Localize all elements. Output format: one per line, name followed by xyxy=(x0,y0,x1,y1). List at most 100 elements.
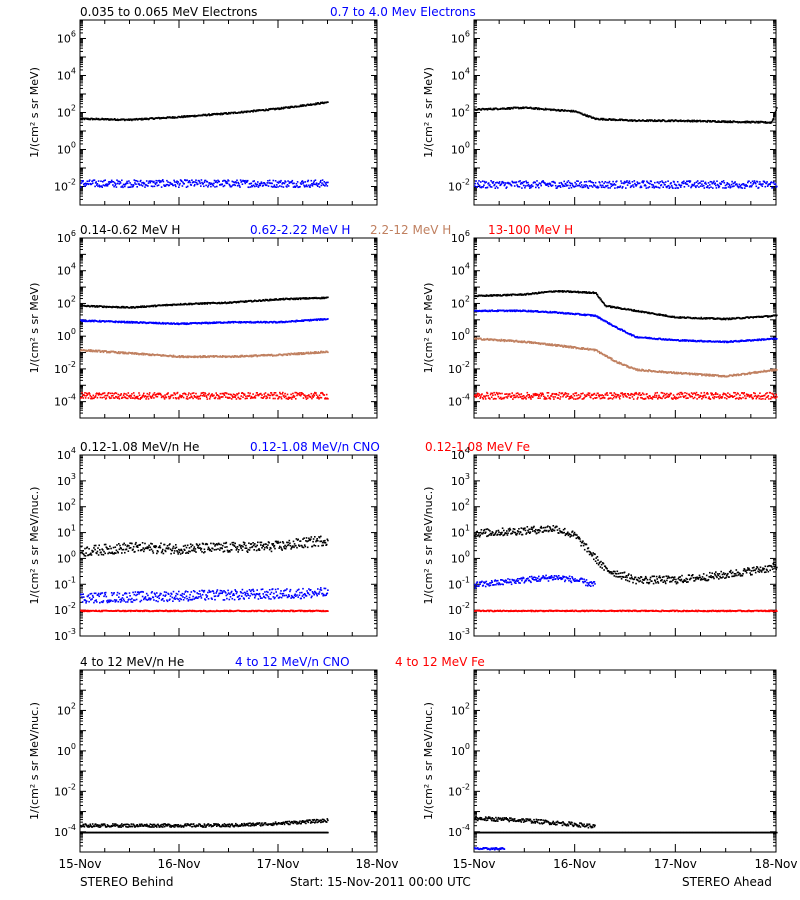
data-point xyxy=(319,319,321,321)
data-point xyxy=(186,115,188,117)
data-point xyxy=(513,309,516,311)
data-point xyxy=(289,397,292,399)
data-point xyxy=(204,393,207,395)
data-point xyxy=(211,393,213,395)
data-point xyxy=(219,113,222,116)
data-point xyxy=(185,393,187,396)
data-point xyxy=(151,185,154,188)
data-point xyxy=(492,182,494,184)
data-point xyxy=(764,185,767,188)
data-point xyxy=(720,121,722,123)
data-point xyxy=(533,293,536,295)
data-point xyxy=(90,350,92,353)
data-point xyxy=(190,395,193,397)
data-point xyxy=(296,181,299,183)
data-point xyxy=(197,396,199,398)
data-point xyxy=(672,119,674,122)
data-point xyxy=(261,394,263,396)
data-point xyxy=(496,295,498,297)
data-point xyxy=(223,184,226,187)
data-point xyxy=(479,186,481,189)
data-point xyxy=(151,395,153,398)
data-point xyxy=(484,187,487,189)
data-point xyxy=(641,181,643,183)
data-point xyxy=(237,396,239,399)
data-point xyxy=(708,187,710,189)
data-point xyxy=(477,109,479,111)
data-point xyxy=(185,179,187,182)
data-point xyxy=(776,107,778,109)
data-point xyxy=(538,186,540,189)
data-point xyxy=(279,391,281,394)
data-point xyxy=(759,181,761,183)
data-point xyxy=(584,185,587,188)
data-point xyxy=(654,119,656,121)
data-point xyxy=(612,118,614,120)
data-point xyxy=(179,395,182,397)
data-point xyxy=(123,392,125,395)
data-point xyxy=(165,396,168,399)
data-point xyxy=(268,182,270,184)
data-point xyxy=(626,184,629,186)
data-point xyxy=(280,396,282,398)
data-point xyxy=(204,113,207,116)
data-point xyxy=(559,185,561,187)
data-point xyxy=(319,181,321,184)
data-point xyxy=(658,314,661,316)
data-point xyxy=(570,182,572,185)
data-point xyxy=(490,186,493,188)
data-point xyxy=(302,320,305,322)
data-point xyxy=(492,108,494,111)
data-point xyxy=(81,319,84,321)
y-tick-label: 104 xyxy=(451,67,470,83)
data-point xyxy=(185,355,187,358)
data-point xyxy=(690,185,693,188)
data-point xyxy=(119,394,122,397)
data-point xyxy=(186,356,188,359)
data-point xyxy=(236,393,239,396)
data-point xyxy=(197,356,199,359)
data-point xyxy=(680,119,682,121)
data-point xyxy=(327,101,329,103)
data-point xyxy=(554,184,557,187)
data-point xyxy=(87,183,90,186)
data-point xyxy=(518,294,521,296)
data-point xyxy=(293,106,295,109)
y-tick-label: 104 xyxy=(57,67,76,83)
data-point xyxy=(191,396,193,398)
data-point xyxy=(226,322,229,324)
data-point xyxy=(176,180,178,182)
data-point xyxy=(712,182,715,184)
data-point xyxy=(326,185,329,187)
data-point xyxy=(588,185,591,187)
data-point xyxy=(242,111,245,114)
data-point xyxy=(91,350,94,353)
data-point xyxy=(550,109,552,112)
data-point xyxy=(102,351,105,354)
data-point xyxy=(292,298,295,301)
data-point xyxy=(601,180,603,183)
data-point xyxy=(206,398,209,400)
data-point xyxy=(118,180,120,183)
data-point xyxy=(143,306,145,308)
data-point xyxy=(176,182,179,185)
data-point xyxy=(129,182,131,184)
data-point xyxy=(693,182,696,184)
data-point xyxy=(92,394,95,397)
data-point xyxy=(271,394,274,397)
data-point xyxy=(597,296,600,298)
data-point xyxy=(498,181,501,183)
data-point xyxy=(525,182,528,184)
data-point xyxy=(185,186,188,188)
data-point xyxy=(519,293,522,295)
series-blue xyxy=(474,309,778,344)
data-point xyxy=(264,321,266,323)
data-point xyxy=(141,396,143,398)
data-point xyxy=(281,183,283,185)
data-point xyxy=(260,181,263,183)
data-point xyxy=(218,301,220,304)
data-point xyxy=(244,397,247,400)
data-point xyxy=(232,320,234,323)
data-point xyxy=(716,318,718,320)
data-point xyxy=(239,322,242,324)
